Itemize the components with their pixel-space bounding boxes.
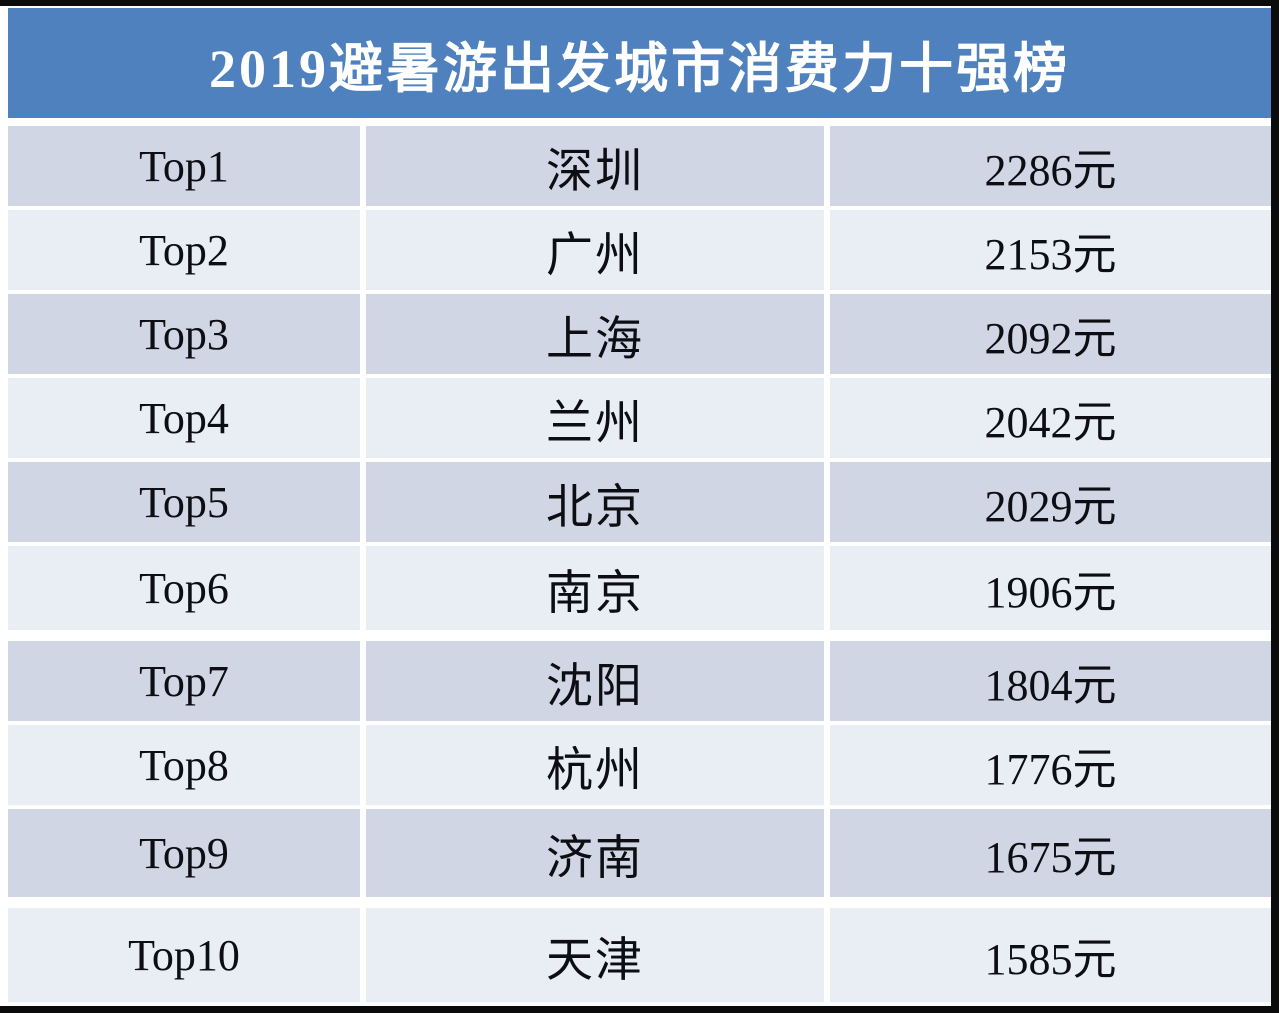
price-cell: 1585元 (830, 908, 1271, 1002)
rank-cell: Top10 (8, 908, 360, 1002)
rank-cell: Top3 (8, 294, 360, 374)
price-cell: 2042元 (830, 378, 1271, 458)
rank-cell: Top8 (8, 725, 360, 805)
city-cell: 北京 (366, 462, 824, 542)
price-cell: 1675元 (830, 809, 1271, 897)
table-row: Top6 南京 1906元 (8, 546, 1271, 630)
city-cell: 广州 (366, 210, 824, 290)
price-cell: 2029元 (830, 462, 1271, 542)
rank-cell: Top2 (8, 210, 360, 290)
table-title-bar: 2019避暑游出发城市消费力十强榜 (8, 8, 1271, 118)
rank-cell: Top9 (8, 809, 360, 897)
city-cell: 杭州 (366, 725, 824, 805)
table-row: Top9 济南 1675元 (8, 809, 1271, 897)
city-cell: 兰州 (366, 378, 824, 458)
price-cell: 1776元 (830, 725, 1271, 805)
price-cell: 1804元 (830, 641, 1271, 721)
rank-cell: Top5 (8, 462, 360, 542)
rank-cell: Top4 (8, 378, 360, 458)
table-body: Top1 深圳 2286元 Top2 广州 2153元 Top3 上海 2092… (8, 126, 1271, 1002)
rank-cell: Top6 (8, 546, 360, 630)
city-cell: 沈阳 (366, 641, 824, 721)
ranking-infographic: 2019避暑游出发城市消费力十强榜 Top1 深圳 2286元 Top2 广州 … (0, 6, 1271, 1006)
city-cell: 上海 (366, 294, 824, 374)
table-row: Top8 杭州 1776元 (8, 725, 1271, 805)
price-cell: 2286元 (830, 126, 1271, 206)
table-row: Top5 北京 2029元 (8, 462, 1271, 542)
price-cell: 1906元 (830, 546, 1271, 630)
rank-cell: Top7 (8, 641, 360, 721)
city-cell: 济南 (366, 809, 824, 897)
table-row: Top4 兰州 2042元 (8, 378, 1271, 458)
table-row: Top1 深圳 2286元 (8, 126, 1271, 206)
table-row: Top3 上海 2092元 (8, 294, 1271, 374)
table-row: Top10 天津 1585元 (8, 908, 1271, 1002)
city-cell: 天津 (366, 908, 824, 1002)
rank-cell: Top1 (8, 126, 360, 206)
city-cell: 深圳 (366, 126, 824, 206)
price-cell: 2092元 (830, 294, 1271, 374)
city-cell: 南京 (366, 546, 824, 630)
table-row: Top7 沈阳 1804元 (8, 641, 1271, 721)
table-row: Top2 广州 2153元 (8, 210, 1271, 290)
price-cell: 2153元 (830, 210, 1271, 290)
table-title: 2019避暑游出发城市消费力十强榜 (209, 38, 1070, 99)
